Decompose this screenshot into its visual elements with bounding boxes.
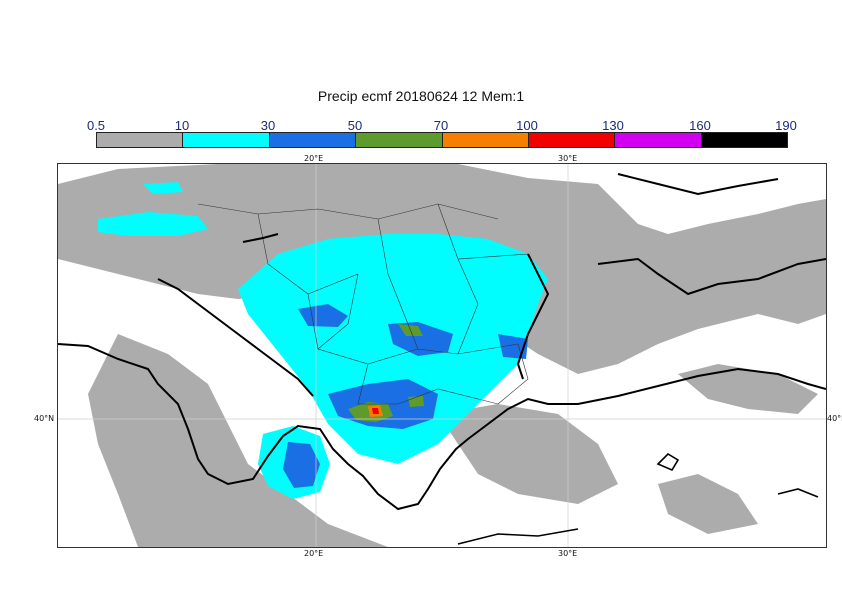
precip-area-10	[143, 182, 183, 194]
legend-color-bar	[96, 132, 788, 148]
precipitation-map	[57, 163, 827, 548]
lon-label-top: 30°E	[558, 154, 578, 163]
legend-swatch	[701, 133, 787, 147]
coastline	[58, 343, 826, 511]
lon-label-bottom: 20°E	[304, 549, 324, 558]
legend-swatch	[356, 133, 443, 147]
precip-area-30	[298, 304, 348, 327]
country-border	[197, 203, 529, 405]
precip-area-30	[283, 442, 320, 488]
legend-swatch	[269, 133, 357, 147]
lat-label-left: 40°N	[34, 414, 55, 423]
map-title: Precip ecmf 20180624 12 Mem:1	[317, 88, 525, 104]
lat-label-right: 40°N	[827, 414, 842, 423]
legend-label: 130	[602, 118, 624, 133]
legend-swatch	[442, 133, 529, 147]
legend-label: 50	[347, 118, 363, 133]
legend-label: 160	[689, 118, 711, 133]
color-legend: 0.5 10 30 50 70 100 130 160 190	[87, 118, 797, 150]
precip-area-light	[658, 474, 758, 534]
legend-label: 70	[433, 118, 449, 133]
precip-area-10	[238, 234, 548, 464]
coastline	[457, 528, 579, 545]
coastline	[157, 278, 314, 397]
lon-label-bottom: 30°E	[558, 549, 578, 558]
legend-label: 30	[260, 118, 276, 133]
coastline	[597, 257, 826, 296]
coastline	[617, 173, 779, 196]
coastline	[516, 253, 550, 380]
legend-label: 10	[174, 118, 190, 133]
lon-label-top: 20°E	[304, 154, 324, 163]
legend-label: 0.5	[86, 118, 106, 133]
legend-swatch	[183, 133, 270, 147]
precip-area-50	[408, 396, 424, 407]
coastline	[656, 452, 680, 472]
legend-label: 100	[516, 118, 538, 133]
precip-area-light	[678, 364, 818, 414]
legend-swatch	[528, 133, 616, 147]
precip-area-10	[98, 212, 208, 236]
legend-swatch	[615, 133, 702, 147]
precip-area-light	[438, 404, 618, 504]
coastline	[242, 233, 279, 243]
legend-label: 190	[775, 118, 797, 133]
precip-area-light	[88, 334, 388, 547]
precip-area-100	[372, 408, 379, 414]
coastline	[777, 488, 819, 498]
legend-swatch	[97, 133, 184, 147]
map-canvas	[58, 164, 826, 547]
